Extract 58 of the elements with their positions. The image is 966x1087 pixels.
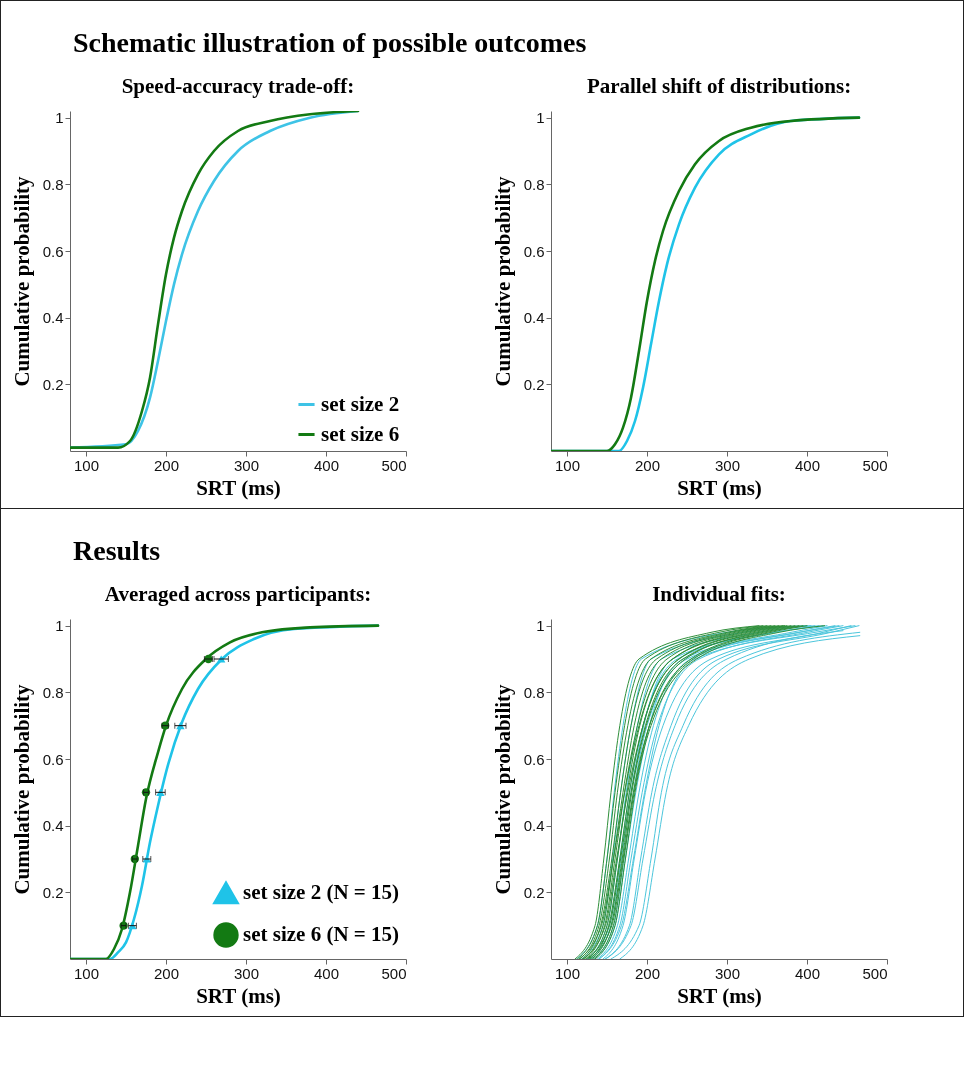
x-axis-title: SRT (ms) bbox=[677, 983, 762, 1008]
y-tick-label: 0.2 bbox=[523, 883, 545, 901]
chart-title: Speed-accuracy trade-off: bbox=[121, 73, 355, 98]
y-axis-title: Cumulative probability bbox=[490, 683, 515, 895]
legend-label: set size 6 bbox=[321, 421, 400, 446]
y-axis-title: Cumulative probability bbox=[9, 175, 34, 387]
x-tick-label: 100 bbox=[554, 964, 581, 982]
x-tick-label: 300 bbox=[233, 456, 260, 474]
y-tick-label: 0.2 bbox=[42, 883, 64, 901]
x-tick-label: 400 bbox=[794, 964, 821, 982]
y-tick-label: 0.6 bbox=[523, 242, 545, 260]
x-tick-label: 200 bbox=[634, 456, 661, 474]
x-tick-label: 200 bbox=[634, 964, 661, 982]
y-tick-label: 0.6 bbox=[523, 750, 545, 768]
x-tick-label: 300 bbox=[233, 964, 260, 982]
y-tick-label: 0.6 bbox=[42, 750, 64, 768]
y-tick-label: 0.6 bbox=[42, 242, 64, 260]
y-tick-label: 0.8 bbox=[523, 175, 545, 193]
legend-label: set size 2 bbox=[321, 391, 400, 416]
y-tick-label: 1 bbox=[536, 109, 545, 127]
x-tick-label: 200 bbox=[153, 964, 180, 982]
y-tick-label: 0.2 bbox=[523, 375, 545, 393]
x-tick-label: 500 bbox=[862, 456, 888, 474]
y-tick-label: 1 bbox=[55, 109, 64, 127]
y-tick-label: 1 bbox=[536, 617, 545, 635]
text: Results bbox=[73, 535, 161, 566]
y-tick-label: 0.4 bbox=[42, 817, 64, 835]
x-axis-title: SRT (ms) bbox=[677, 475, 762, 500]
x-tick-label: 400 bbox=[313, 964, 340, 982]
chart-title: Individual fits: bbox=[652, 581, 786, 606]
x-tick-label: 400 bbox=[313, 456, 340, 474]
y-tick-label: 0.8 bbox=[523, 683, 545, 701]
text: Schematic illustration of possible outcomes bbox=[73, 27, 587, 58]
x-tick-label: 100 bbox=[554, 456, 581, 474]
x-tick-label: 100 bbox=[73, 964, 100, 982]
x-tick-label: 500 bbox=[381, 964, 407, 982]
x-tick-label: 300 bbox=[714, 456, 741, 474]
x-tick-label: 200 bbox=[153, 456, 180, 474]
y-tick-label: 0.8 bbox=[42, 175, 64, 193]
x-tick-label: 100 bbox=[73, 456, 100, 474]
chart-title: Parallel shift of distributions: bbox=[586, 73, 852, 98]
x-axis-title: SRT (ms) bbox=[196, 475, 281, 500]
legend-label: set size 6 (N = 15) bbox=[243, 922, 400, 946]
y-tick-label: 0.4 bbox=[523, 817, 545, 835]
y-tick-label: 0.4 bbox=[42, 309, 64, 327]
x-tick-label: 300 bbox=[714, 964, 741, 982]
y-tick-label: 0.4 bbox=[523, 309, 545, 327]
x-tick-label: 400 bbox=[794, 456, 821, 474]
y-tick-label: 0.8 bbox=[42, 683, 64, 701]
y-axis-title: Cumulative probability bbox=[9, 683, 34, 895]
y-axis-title: Cumulative probability bbox=[490, 175, 515, 387]
x-tick-label: 500 bbox=[862, 964, 888, 982]
x-axis-title: SRT (ms) bbox=[196, 983, 281, 1008]
x-tick-label: 500 bbox=[381, 456, 407, 474]
legend-label: set size 2 (N = 15) bbox=[243, 880, 400, 904]
y-tick-label: 1 bbox=[55, 617, 64, 635]
y-tick-label: 0.2 bbox=[42, 375, 64, 393]
chart-title: Averaged across participants: bbox=[104, 581, 372, 606]
